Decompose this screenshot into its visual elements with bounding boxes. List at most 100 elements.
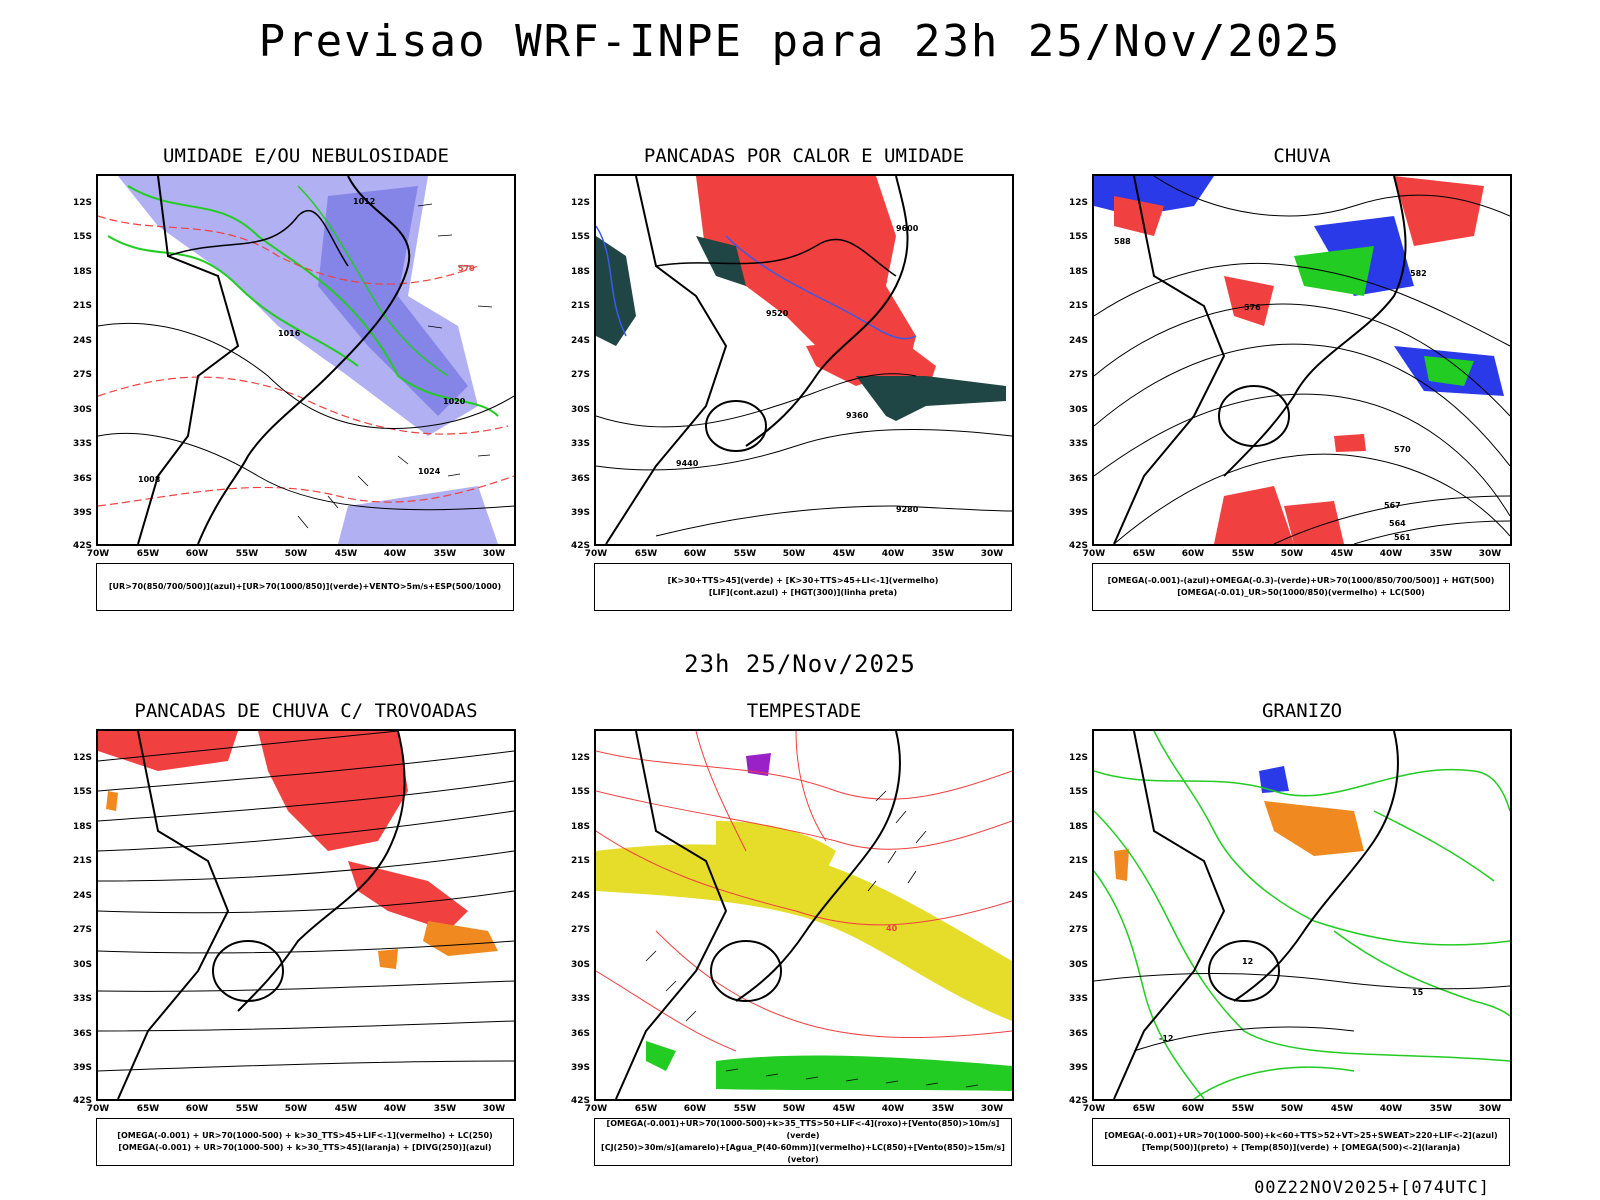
country-border-uruguay — [212, 940, 284, 1002]
map-frame: 9600 9520 9440 9360 9280 — [594, 174, 1014, 546]
lon-tick: 40W — [1379, 549, 1403, 559]
lat-tick: 30S — [1068, 405, 1088, 415]
contour-label: 570 — [458, 264, 475, 273]
lat-tick: 24S — [1068, 891, 1088, 901]
lon-tick: 45W — [334, 1104, 358, 1114]
rain-red-region — [1214, 486, 1294, 544]
storm-red-region — [258, 731, 408, 851]
panel-legend: [OMEGA(-0.001)+UR>70(1000-500)+k>35_TTS>… — [594, 1118, 1012, 1166]
temp500-black-contours — [1094, 973, 1510, 1052]
run-info-label: 00Z22NOV2025+[074UTC] — [1254, 1178, 1490, 1198]
lat-tick: 27S — [570, 925, 590, 935]
lon-tick: 35W — [1429, 1104, 1453, 1114]
wind-vectors — [645, 790, 979, 1088]
lon-tick: 65W — [634, 1104, 658, 1114]
lat-tick: 27S — [72, 925, 92, 935]
panel-legend: [UR>70(850/700/500)](azul)+[UR>70(1000/8… — [96, 563, 514, 611]
jet-yellow-band — [716, 821, 836, 871]
lat-tick: 39S — [72, 1063, 92, 1073]
storm-red-region — [348, 861, 468, 931]
map-svg: -12 12 15 — [1094, 731, 1510, 1099]
legend-line: [Temp(500)](preto) + [Temp(850)](verde) … — [1141, 1143, 1461, 1152]
rain-red-region — [1284, 501, 1344, 544]
lat-tick: 42S — [570, 541, 590, 551]
lat-tick: 24S — [72, 336, 92, 346]
legend-line: [OMEGA(-0.01)_UR>50(1000/850)(vermelho) … — [1177, 588, 1425, 597]
hgt-streamlines — [1094, 176, 1510, 544]
lon-tick: 35W — [433, 1104, 457, 1114]
lon-tick: 60W — [185, 549, 209, 559]
wind-vectors — [297, 203, 493, 529]
lat-tick: 33S — [570, 439, 590, 449]
contour-label: 1016 — [278, 329, 301, 338]
lat-tick: 21S — [72, 301, 92, 311]
instability-red-region — [696, 176, 916, 376]
lon-tick: 60W — [683, 1104, 707, 1114]
panel-legend: [OMEGA(-0.001) + UR>70(1000-500) + k>30_… — [96, 1118, 514, 1166]
lat-tick: 15S — [570, 232, 590, 242]
contour-label: 12 — [1242, 957, 1253, 966]
coastline — [1233, 731, 1399, 1002]
country-border — [1113, 176, 1226, 544]
panel-trovoadas: PANCADAS DE CHUVA C/ TROVOADAS — [73, 700, 516, 1166]
country-border — [1113, 731, 1226, 1099]
rain-red-region — [1394, 176, 1484, 246]
legend-line: [OMEGA(-0.001)+UR>70(1000-500)+k>35_TTS>… — [606, 1119, 1000, 1140]
lon-tick: 70W — [86, 1104, 110, 1114]
lat-tick: 18S — [72, 822, 92, 832]
legend-line: [OMEGA(-0.001)+UR>70(1000-500)+k<60+TTS>… — [1104, 1131, 1498, 1140]
lon-tick: 50W — [1280, 549, 1304, 559]
contour-label: 561 — [1394, 533, 1411, 542]
rain-red-region — [1224, 276, 1274, 326]
storm-orange-region — [106, 791, 118, 811]
country-border — [137, 176, 240, 544]
lat-tick: 27S — [1068, 925, 1088, 935]
lat-tick: 36S — [72, 474, 92, 484]
lat-tick: 42S — [72, 1096, 92, 1106]
legend-line: [LIF](cont.azul) + [HGT(300)](linha pret… — [708, 588, 898, 597]
thickness-red-contour — [98, 376, 509, 435]
lon-tick: 30W — [482, 1104, 506, 1114]
contour-label: 1020 — [443, 397, 466, 406]
lat-tick: 24S — [570, 891, 590, 901]
lat-tick: 42S — [1068, 541, 1088, 551]
contour-label: 9600 — [896, 224, 919, 233]
contour-label: 1008 — [138, 475, 161, 484]
lon-tick: 45W — [832, 549, 856, 559]
country-border-uruguay — [705, 400, 767, 452]
contour-label: 15 — [1412, 988, 1424, 997]
lat-tick: 39S — [72, 508, 92, 518]
lat-tick: 36S — [1068, 474, 1088, 484]
country-border — [167, 209, 349, 267]
lat-tick: 18S — [1068, 822, 1088, 832]
lat-tick: 30S — [72, 960, 92, 970]
contour-label: 588 — [1114, 237, 1131, 246]
lat-tick: 21S — [72, 856, 92, 866]
lon-tick: 70W — [584, 1104, 608, 1114]
lat-tick: 27S — [72, 370, 92, 380]
lat-tick: 33S — [72, 439, 92, 449]
lat-tick: 30S — [570, 405, 590, 415]
lon-tick: 55W — [235, 549, 259, 559]
lon-tick: 30W — [980, 1104, 1004, 1114]
lat-tick: 15S — [570, 787, 590, 797]
lat-tick: 18S — [1068, 267, 1088, 277]
legend-line: [K>30+TTS>45](verde) + [K>30+TTS>45+LI<-… — [667, 576, 939, 585]
contour-label: 564 — [1389, 519, 1406, 528]
lat-tick: 36S — [570, 1029, 590, 1039]
lat-tick: 18S — [72, 267, 92, 277]
storm-red-region — [98, 731, 238, 771]
lat-tick: 18S — [570, 267, 590, 277]
lat-tick: 39S — [570, 1063, 590, 1073]
pressure-black-contour — [98, 432, 514, 511]
country-border-uruguay — [710, 940, 782, 1002]
map-svg: 1012 1016 1020 1024 1008 570 — [98, 176, 514, 544]
lon-tick: 45W — [832, 1104, 856, 1114]
contour-label: 1024 — [418, 467, 441, 476]
lon-tick: 65W — [634, 549, 658, 559]
humidity-green-contour — [107, 235, 359, 367]
panel-legend: [OMEGA(-0.001)+UR>70(1000-500)+k<60+TTS>… — [1092, 1118, 1510, 1166]
map-frame: 588 582 576 570 567 564 561 — [1092, 174, 1512, 546]
lon-tick: 60W — [683, 549, 707, 559]
map-frame: 1012 1016 1020 1024 1008 570 — [96, 174, 516, 546]
